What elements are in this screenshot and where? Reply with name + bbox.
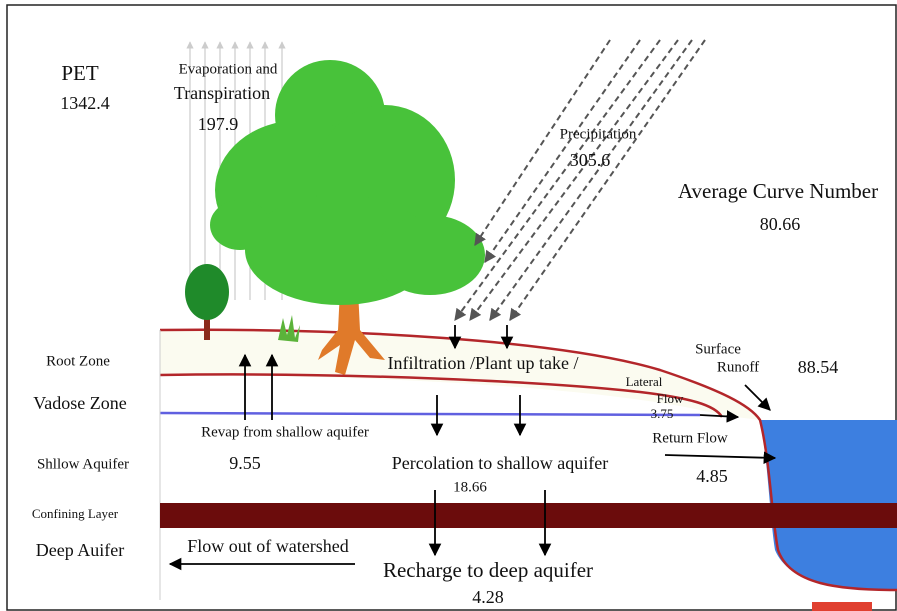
small-tree	[185, 264, 229, 320]
confining-layer	[160, 503, 897, 528]
return-label: Return Flow	[652, 430, 728, 446]
cn-label: Average Curve Number	[678, 179, 878, 203]
cn-value: 80.66	[760, 214, 801, 234]
revap-label: Revap from shallow aquifer	[201, 424, 369, 440]
infiltration-label: Infiltration /Plant up take /	[388, 353, 579, 373]
recharge-value: 4.28	[472, 587, 504, 607]
root-zone	[160, 329, 760, 420]
layer-label: Vadose Zone	[33, 393, 126, 413]
units-badge	[812, 602, 872, 611]
precip-value: 305.6	[570, 150, 611, 170]
pet-value: 1342.4	[60, 93, 110, 113]
big-canopy	[210, 60, 485, 305]
ground-surface	[159, 328, 897, 592]
big-trunk	[318, 290, 385, 375]
lateral-label: Lateral	[626, 374, 663, 389]
et-label: Transpiration	[174, 83, 270, 103]
pet-label: PET	[61, 61, 99, 85]
water-table	[159, 411, 701, 417]
lateral-value: 3.75	[651, 406, 674, 421]
percolation-label: Percolation to shallow aquifer	[392, 453, 608, 473]
layer-label: Deep Auifer	[36, 540, 124, 560]
revap-value: 9.55	[229, 453, 261, 473]
percolation-value: 18.66	[453, 479, 487, 495]
layer-label: Confining Layer	[32, 506, 119, 521]
precipitation-lines	[454, 39, 706, 321]
root-zone-bottom	[159, 373, 724, 418]
small-trunk	[204, 305, 210, 340]
runoff-label: Surface	[695, 341, 741, 357]
et-value: 197.9	[198, 114, 239, 134]
flow-out-label: Flow out of watershed	[187, 536, 348, 556]
layer-label: Root Zone	[46, 353, 110, 369]
et-label: Evaporation and	[179, 61, 278, 77]
layer-label: Shllow Aquifer	[37, 456, 129, 472]
runoff-value: 88.54	[798, 357, 839, 377]
grass	[278, 315, 300, 342]
recharge-label: Recharge to deep aquifer	[383, 558, 593, 582]
return-value: 4.85	[696, 466, 728, 486]
precip-label: Precipitation	[560, 126, 637, 142]
lateral-label: Flow	[657, 391, 684, 406]
flow-arrows	[168, 325, 777, 571]
runoff-label: Runoff	[717, 359, 759, 375]
